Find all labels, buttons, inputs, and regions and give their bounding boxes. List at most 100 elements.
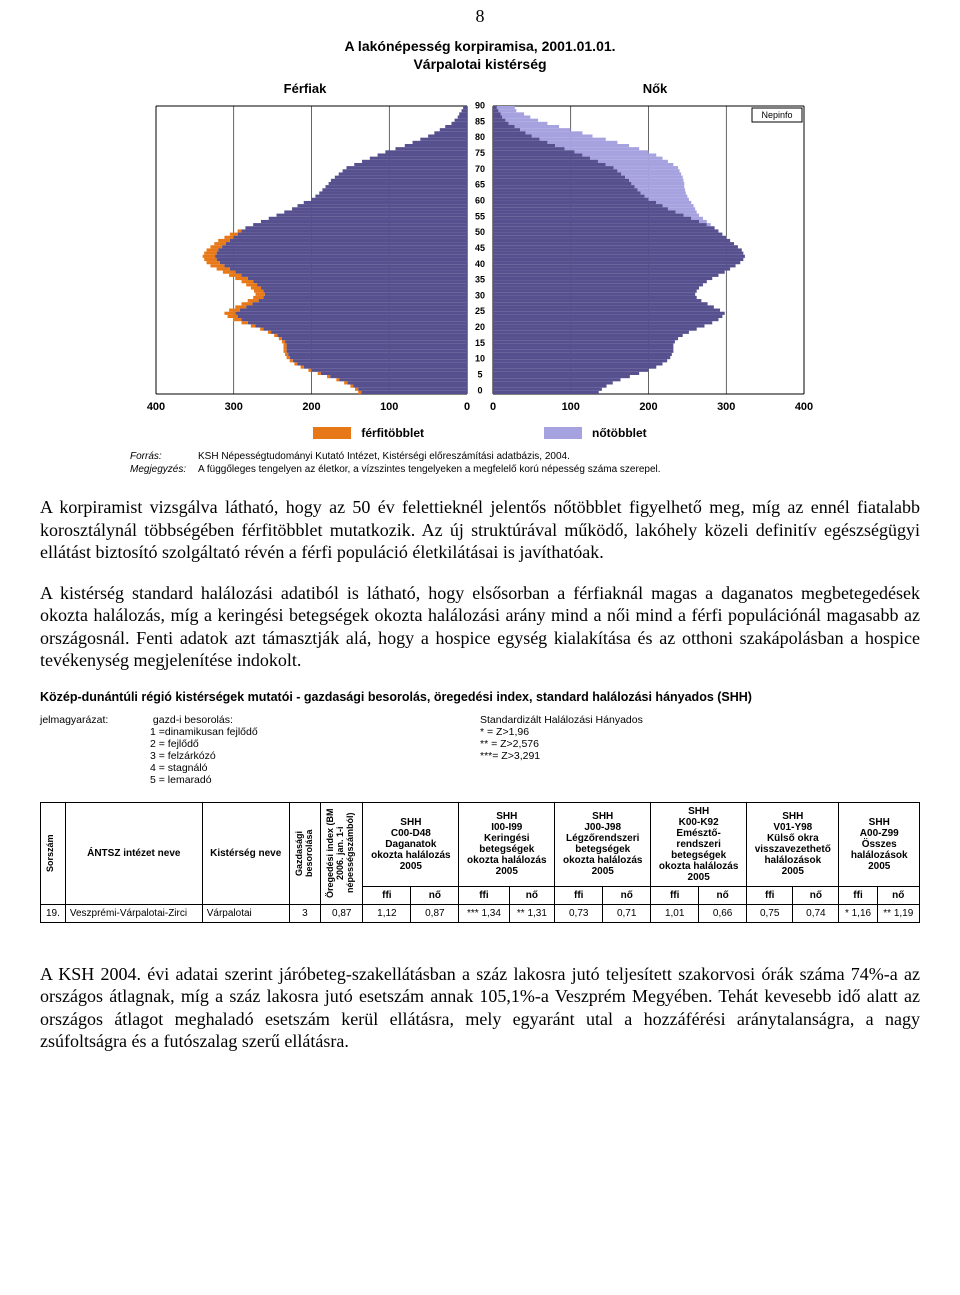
shh-econ-item: 1 =dinamikusan fejlődő [150, 726, 480, 738]
paragraph-3: A KSH 2004. évi adatai szerint járóbeteg… [40, 963, 920, 1053]
svg-text:70: 70 [475, 164, 485, 174]
shh-head-cell: nő [699, 886, 747, 904]
shh-econ-item: 3 = felzárkózó [150, 750, 480, 762]
shh-legend-label: jelmagyarázat: [40, 714, 150, 726]
shh-head-cell: ffi [651, 886, 699, 904]
shh-cell: 0,87 [411, 904, 459, 922]
pyramid-svg: 0510152025303540455055606570758085904003… [130, 100, 830, 420]
shh-head-cell: nő [877, 886, 919, 904]
shh-cell: 0,75 [747, 904, 793, 922]
pyramid-label-women: Nők [480, 81, 830, 96]
svg-text:300: 300 [225, 401, 243, 413]
shh-head-cell: Öregedési index (BM 2006. jan. 1-i népes… [321, 802, 363, 904]
pyramid-source-text: KSH Népességtudományi Kutató Intézet, Ki… [198, 450, 570, 463]
legend-item-female-surplus: nőtöbblet [544, 426, 647, 440]
svg-text:25: 25 [475, 307, 485, 317]
svg-text:100: 100 [562, 401, 580, 413]
svg-text:0: 0 [464, 401, 470, 413]
shh-head-cell: SHH C00-D48 Daganatok okozta halálozás 2… [363, 802, 459, 886]
swatch-female-surplus [544, 427, 582, 439]
svg-text:85: 85 [475, 117, 485, 127]
shh-head-cell: nő [509, 886, 555, 904]
shh-cell: 0,87 [321, 904, 363, 922]
page-number: 8 [40, 0, 920, 27]
shh-cell: 1,01 [651, 904, 699, 922]
shh-star-item: ** = Z>2,576 [480, 738, 920, 750]
shh-econ-label: gazd-i besorolás: [153, 714, 233, 726]
svg-text:20: 20 [475, 322, 485, 332]
shh-cell: ** 1,31 [509, 904, 555, 922]
shh-head-cell: ffi [459, 886, 509, 904]
legend-male-surplus: férfitöbblet [361, 426, 424, 440]
svg-text:0: 0 [490, 401, 496, 413]
shh-head-cell: nő [411, 886, 459, 904]
shh-star-item: ***= Z>3,291 [480, 750, 920, 762]
pyramid-source-label: Forrás: [130, 450, 198, 463]
shh-econ-list: 1 =dinamikusan fejlődő2 = fejlődő3 = fel… [150, 726, 480, 786]
shh-head-cell: ÁNTSZ intézet neve [65, 802, 202, 904]
shh-cell: 1,12 [363, 904, 411, 922]
shh-cell: 0,73 [555, 904, 603, 922]
shh-stars-list: * = Z>1,96** = Z>2,576***= Z>3,291 [480, 726, 920, 762]
shh-head-cell: SHH V01-Y98 Külső okra visszavezethető h… [747, 802, 839, 886]
paragraph-2: A kistérség standard halálozási adatiból… [40, 582, 920, 672]
shh-cell: Várpalotai [202, 904, 289, 922]
shh-head-cell: Kistérség neve [202, 802, 289, 904]
shh-econ-item: 2 = fejlődő [150, 738, 480, 750]
shh-head-cell: nő [793, 886, 839, 904]
shh-head-cell: nő [603, 886, 651, 904]
svg-text:Nepinfo: Nepinfo [761, 110, 792, 120]
shh-cell: 0,66 [699, 904, 747, 922]
svg-text:0: 0 [477, 386, 482, 396]
shh-std-label: Standardizált Halálozási Hányados [480, 714, 920, 726]
legend-female-surplus: nőtöbblet [592, 426, 647, 440]
paragraph-1: A korpiramist vizsgálva látható, hogy az… [40, 496, 920, 564]
svg-text:75: 75 [475, 148, 485, 158]
svg-text:30: 30 [475, 291, 485, 301]
svg-text:400: 400 [795, 401, 813, 413]
shh-cell: 0,74 [793, 904, 839, 922]
svg-text:60: 60 [475, 196, 485, 206]
shh-head-cell: SHH J00-J98 Légzőrendszeri betegségek ok… [555, 802, 651, 886]
shh-head-cell: SHH K00-K92 Emésztő- rendszeri betegsége… [651, 802, 747, 886]
shh-econ-item: 5 = lemaradó [150, 774, 480, 786]
svg-text:80: 80 [475, 133, 485, 143]
swatch-male-surplus [313, 427, 351, 439]
shh-head-cell: SHH I00-I99 Keringési betegségek okozta … [459, 802, 555, 886]
svg-text:45: 45 [475, 243, 485, 253]
svg-text:400: 400 [147, 401, 165, 413]
shh-table: SorszámÁNTSZ intézet neveKistérség neveG… [40, 802, 920, 923]
pyramid-note-text: A függőleges tengelyen az életkor, a víz… [198, 463, 661, 476]
shh-block: Közép-dunántúli régió kistérségek mutató… [40, 690, 920, 923]
pyramid-label-men: Férfiak [130, 81, 480, 96]
shh-title: Közép-dunántúli régió kistérségek mutató… [40, 690, 920, 704]
pyramid-title-1: A lakónépesség korpiramisa, 2001.01.01. [130, 37, 830, 55]
shh-cell: 0,71 [603, 904, 651, 922]
shh-head-cell: Sorszám [41, 802, 66, 904]
shh-head-cell: ffi [839, 886, 877, 904]
svg-text:5: 5 [477, 370, 482, 380]
shh-cell: *** 1,34 [459, 904, 509, 922]
shh-cell: * 1,16 [839, 904, 877, 922]
svg-text:40: 40 [475, 259, 485, 269]
shh-cell: ** 1,19 [877, 904, 919, 922]
svg-text:50: 50 [475, 228, 485, 238]
shh-star-item: * = Z>1,96 [480, 726, 920, 738]
svg-text:200: 200 [302, 401, 320, 413]
svg-text:100: 100 [380, 401, 398, 413]
svg-text:65: 65 [475, 180, 485, 190]
shh-head-cell: ffi [555, 886, 603, 904]
svg-text:55: 55 [475, 212, 485, 222]
shh-cell: 3 [289, 904, 320, 922]
shh-cell: Veszprémi-Várpalotai-Zirci [65, 904, 202, 922]
svg-text:90: 90 [475, 101, 485, 111]
svg-text:300: 300 [717, 401, 735, 413]
shh-head-cell: ffi [363, 886, 411, 904]
shh-head-cell: ffi [747, 886, 793, 904]
pyramid-chart: A lakónépesség korpiramisa, 2001.01.01. … [130, 37, 830, 476]
shh-econ-item: 4 = stagnáló [150, 762, 480, 774]
svg-text:200: 200 [639, 401, 657, 413]
pyramid-title-2: Várpalotai kistérség [130, 55, 830, 73]
shh-head-cell: Gazdasági besorolása [289, 802, 320, 904]
pyramid-note-label: Megjegyzés: [130, 463, 198, 476]
